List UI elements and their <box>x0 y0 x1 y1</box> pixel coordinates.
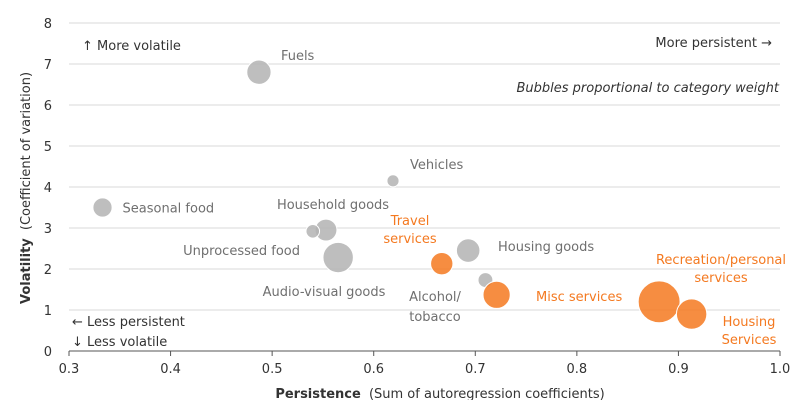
x-tick-label: 0.9 <box>668 362 689 377</box>
less-persistent-note: ← Less persistent <box>72 315 185 330</box>
bubble-travel-services <box>430 251 454 276</box>
bubble-fuels <box>246 59 272 85</box>
bubble-label-household-goods: Household goods <box>277 198 389 213</box>
bubble-label-seasonal-food: Seasonal food <box>123 202 215 217</box>
bubble-label-line: Alcohol/ <box>409 290 461 305</box>
bubble-housing-services <box>675 298 708 330</box>
x-axis-title-bold: Persistence <box>275 387 361 400</box>
bubble-label-vehicles: Vehicles <box>410 158 463 173</box>
y-tick-label: 1 <box>44 304 52 319</box>
bubble-label-recreation-personal-services: Recreation/personal services <box>656 253 786 286</box>
axes: 0 1 2 3 4 5 6 7 8 0.3 0.4 0.5 0.6 0.7 0.8 0.9 1.0 <box>44 17 791 377</box>
more-volatile-note: ↑ More volatile <box>82 39 181 54</box>
y-axis-title: Volatility (Coefficient of variation) <box>19 72 34 304</box>
bubble-label-unprocessed-food: Unprocessed food <box>183 244 300 259</box>
y-tick-label: 8 <box>44 17 52 32</box>
bubble-label-line: Seasonal food <box>123 202 215 217</box>
bubble-recreation-personal-services <box>637 280 681 324</box>
y-tick-label: 3 <box>44 222 52 237</box>
x-axis-title-rest: (Sum of autoregression coefficients) <box>369 387 605 400</box>
y-tick-label: 2 <box>44 263 52 278</box>
y-tick-label: 6 <box>44 99 52 114</box>
x-tick-label: 0.4 <box>160 362 181 377</box>
bubble-unlabeled <box>305 223 321 239</box>
bubble-label-line: Audio-visual goods <box>263 285 386 300</box>
bubble-label-line: services <box>694 271 748 286</box>
bubble-label-audio-visual-goods: Audio-visual goods <box>263 285 386 300</box>
bubble-misc-services <box>482 280 511 309</box>
bubble-label-misc-services: Misc services <box>536 290 622 305</box>
bubble-label-fuels: Fuels <box>281 49 315 64</box>
x-tick-label: 1.0 <box>770 362 791 377</box>
x-tick-label: 0.7 <box>465 362 486 377</box>
bubble-label-line: services <box>383 232 437 247</box>
bubble-vehicles <box>386 174 400 188</box>
x-tick-label: 0.8 <box>567 362 588 377</box>
x-tick-label: 0.5 <box>262 362 283 377</box>
bubble-unprocessed-food <box>322 241 354 274</box>
bubble-seasonal-food <box>92 197 113 218</box>
bubble-label-line: Housing <box>723 315 776 330</box>
bubble-label-line: Recreation/personal <box>656 253 786 268</box>
x-tick-label: 0.3 <box>59 362 80 377</box>
y-axis-title-bold: Volatility <box>19 238 34 304</box>
bubble-label-line: Fuels <box>281 49 315 64</box>
bubble-label-line: Unprocessed food <box>183 244 300 259</box>
bubble-label-line: Household goods <box>277 198 389 213</box>
bubble-labels: Fuels Seasonal food Vehicles Household good… <box>123 49 787 348</box>
bubble-label-line: Services <box>722 333 777 348</box>
x-tick-label: 0.6 <box>363 362 384 377</box>
bubble-label-housing-services: Housing Services <box>722 315 777 348</box>
bubble-label-line: Vehicles <box>410 158 463 173</box>
y-tick-label: 4 <box>44 181 52 196</box>
bubble-label-line: tobacco <box>409 310 461 325</box>
x-axis-title: Persistence (Sum of autoregression coeff… <box>275 387 604 400</box>
y-tick-label: 7 <box>44 58 52 73</box>
bubble-label-line: Travel <box>390 214 430 229</box>
y-tick-label: 0 <box>44 345 52 360</box>
more-persistent-note: More persistent → <box>655 36 772 51</box>
bubble-label-alcohol-tobacco: Alcohol/tobacco <box>409 290 461 325</box>
grid-lines <box>69 22 780 311</box>
bubbles <box>92 59 708 330</box>
y-tick-label: 5 <box>44 140 52 155</box>
bubble-label-line: Housing goods <box>498 240 594 255</box>
y-axis-title-rest: (Coefficient of variation) <box>19 72 34 230</box>
bubble-label-line: Misc services <box>536 290 622 305</box>
bubble-label-travel-services: Travel services <box>383 214 437 247</box>
bubble-size-note: Bubbles proportional to category weight <box>517 81 780 96</box>
less-volatile-note: ↓ Less volatile <box>72 335 167 350</box>
bubble-label-housing-goods: Housing goods <box>498 240 594 255</box>
bubble-housing-goods <box>455 238 481 263</box>
